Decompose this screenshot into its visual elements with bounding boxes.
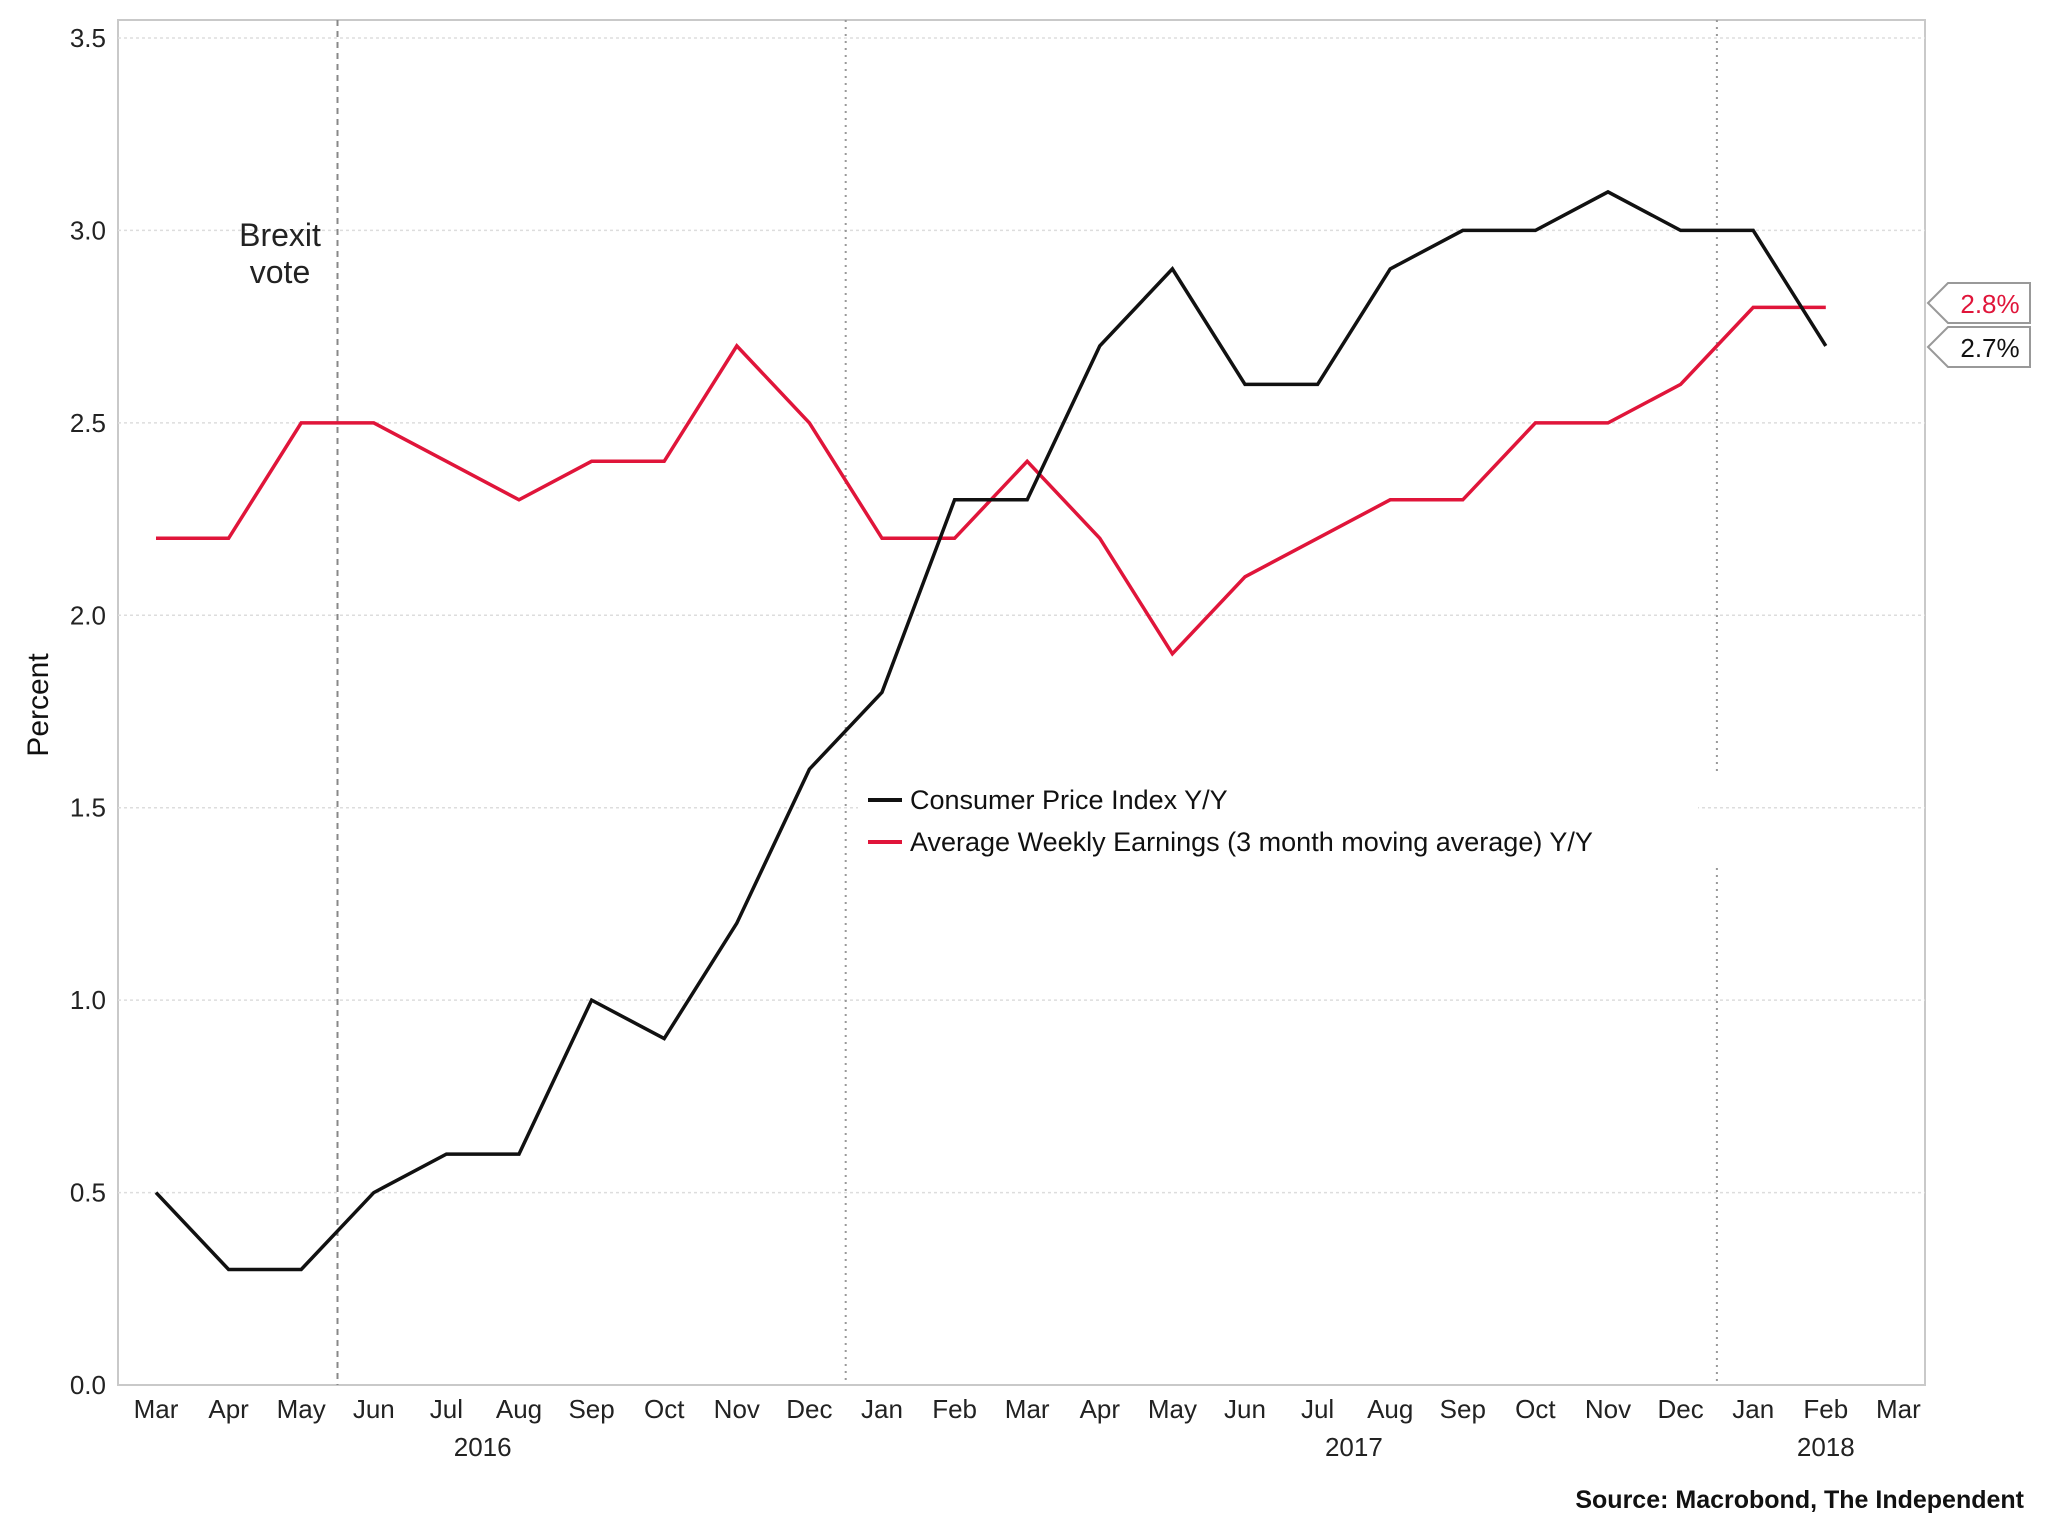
x-tick-label: Jun bbox=[1224, 1394, 1266, 1424]
annotation-line-1: Brexit bbox=[239, 217, 321, 253]
plot-area bbox=[117, 19, 1926, 1386]
x-tick-label: Sep bbox=[1440, 1394, 1486, 1424]
x-axis: Mar Apr May Jun Jul Aug Sep Oct Nov Dec Jan Feb Mar A… bbox=[134, 1394, 1922, 1462]
year-divider-lines bbox=[336, 20, 1718, 1385]
x-tick-label: Mar bbox=[134, 1394, 179, 1424]
y-tick-label: 0.0 bbox=[70, 1370, 106, 1400]
series-lines bbox=[154, 189, 1828, 1272]
y-tick-label: 3.0 bbox=[70, 215, 106, 245]
annotation-line-2: vote bbox=[250, 254, 310, 290]
x-tick-label: Nov bbox=[1585, 1394, 1631, 1424]
x-tick-label: Oct bbox=[1515, 1394, 1556, 1424]
legend: Consumer Price Index Y/Y Average Weekly … bbox=[858, 772, 1698, 866]
x-tick-label: Feb bbox=[1803, 1394, 1848, 1424]
x-tick-label: Mar bbox=[1876, 1394, 1921, 1424]
x-year-label: 2016 bbox=[454, 1432, 512, 1462]
x-tick-label: Jun bbox=[353, 1394, 395, 1424]
x-year-label: 2017 bbox=[1325, 1432, 1383, 1462]
x-tick-label: Mar bbox=[1005, 1394, 1050, 1424]
x-tick-label: Sep bbox=[568, 1394, 614, 1424]
x-tick-label: Jan bbox=[1732, 1394, 1774, 1424]
y-axis: 0.0 0.5 1.0 1.5 2.0 2.5 3.0 3.5 bbox=[70, 23, 106, 1400]
legend-label-cpi: Consumer Price Index Y/Y bbox=[910, 785, 1228, 815]
x-tick-label: Dec bbox=[1657, 1394, 1703, 1424]
x-tick-label: Aug bbox=[496, 1394, 542, 1424]
end-label-earnings: 2.8% bbox=[1926, 282, 2031, 324]
x-tick-label: Jan bbox=[861, 1394, 903, 1424]
x-tick-label: Aug bbox=[1367, 1394, 1413, 1424]
x-tick-label: Nov bbox=[714, 1394, 760, 1424]
end-label-earnings-text: 2.8% bbox=[1960, 289, 2019, 319]
x-tick-label: Apr bbox=[208, 1394, 249, 1424]
end-label-cpi-text: 2.7% bbox=[1960, 333, 2019, 363]
y-tick-label: 3.5 bbox=[70, 23, 106, 53]
x-tick-label: May bbox=[277, 1394, 326, 1424]
x-year-label: 2018 bbox=[1797, 1432, 1855, 1462]
x-tick-label: Jul bbox=[1301, 1394, 1334, 1424]
legend-label-earnings: Average Weekly Earnings (3 month moving … bbox=[910, 827, 1593, 857]
y-tick-label: 2.0 bbox=[70, 600, 106, 630]
series-line-cpi bbox=[154, 189, 1828, 1272]
y-tick-label: 0.5 bbox=[70, 1178, 106, 1208]
x-tick-label: Jul bbox=[430, 1394, 463, 1424]
x-tick-label: Apr bbox=[1080, 1394, 1121, 1424]
source-note: Source: Macrobond, The Independent bbox=[1575, 1486, 2024, 1514]
y-tick-label: 1.5 bbox=[70, 793, 106, 823]
x-tick-label: May bbox=[1148, 1394, 1197, 1424]
end-label-cpi-box bbox=[1926, 326, 2031, 368]
end-label-cpi: 2.7% bbox=[1926, 326, 2031, 368]
y-axis-title: Percent bbox=[22, 653, 55, 757]
x-tick-label: Feb bbox=[932, 1394, 977, 1424]
y-tick-label: 1.0 bbox=[70, 985, 106, 1015]
end-label-earnings-box bbox=[1926, 282, 2031, 324]
x-tick-label: Oct bbox=[644, 1394, 685, 1424]
brexit-annotation: Brexit vote bbox=[239, 217, 321, 290]
legend-background bbox=[858, 772, 1698, 866]
x-tick-label: Dec bbox=[786, 1394, 832, 1424]
gridlines bbox=[118, 37, 1925, 1194]
y-tick-label: 2.5 bbox=[70, 408, 106, 438]
